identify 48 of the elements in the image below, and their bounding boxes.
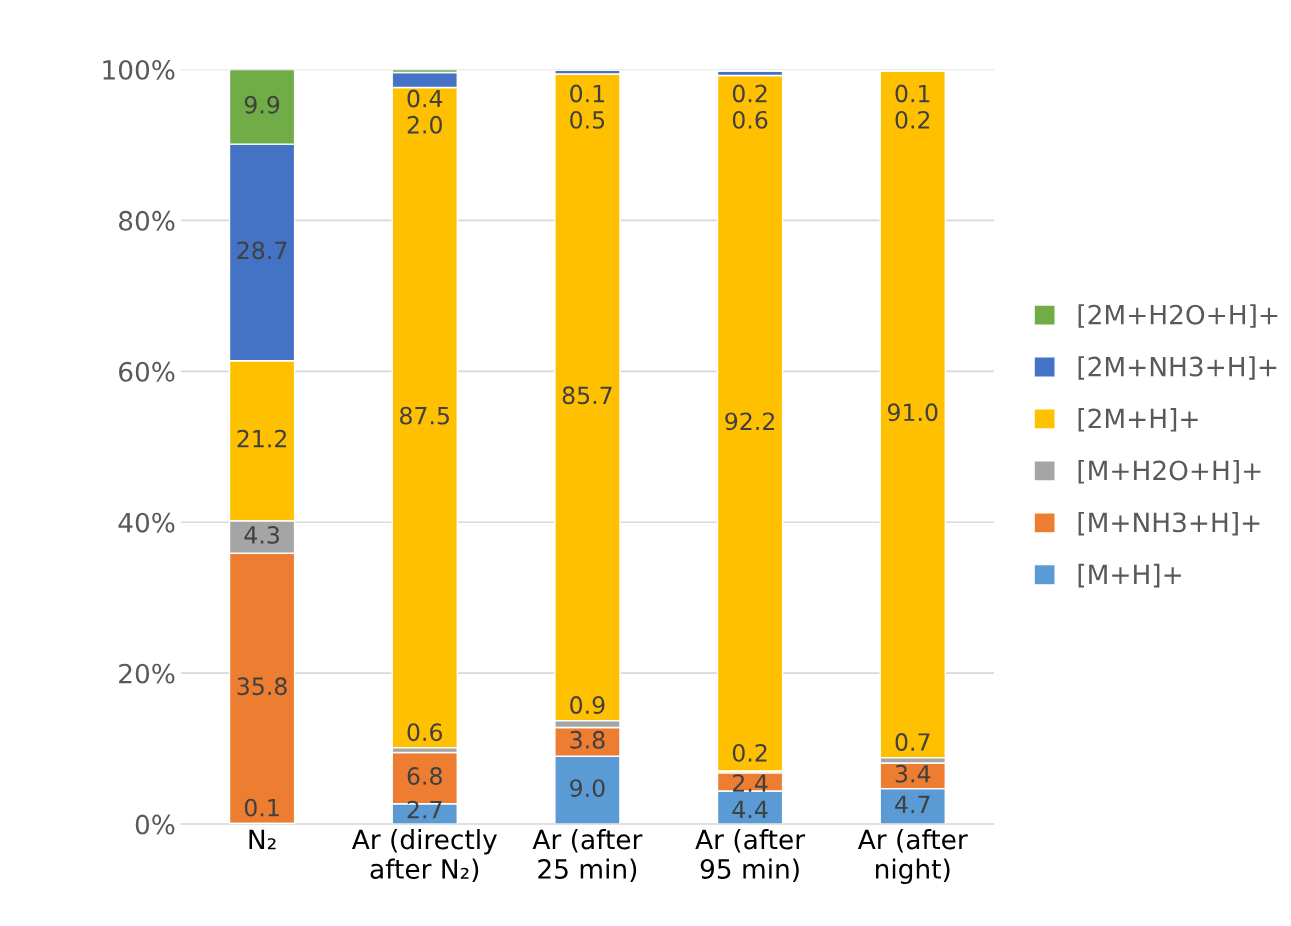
y-tick-label: 60% (119, 361, 175, 382)
data-label: 0.7 (895, 733, 930, 751)
data-label: 0.2 (732, 743, 767, 762)
legend-label: [2M+NH3+H]+ (1078, 356, 1277, 380)
legend-label: [M+H2O+H]+ (1078, 459, 1261, 484)
data-label: 92.2 (725, 412, 774, 431)
data-label: 87.5 (400, 406, 449, 425)
data-label: 0.9 (570, 696, 605, 714)
data-label: 2.0 (407, 115, 442, 134)
data-label: 0.4 (407, 89, 443, 108)
y-tick-label: 0% (135, 814, 175, 835)
y-tick-label: 80% (119, 210, 175, 231)
legend-label: [M+NH3+H]+ (1078, 511, 1260, 536)
data-label: 9.0 (570, 779, 605, 798)
data-label: 85.7 (562, 386, 612, 405)
data-label: 0.2 (895, 110, 930, 129)
y-tick-label: 20% (119, 663, 175, 684)
legend-label: [2M+H]+ (1078, 408, 1198, 432)
y-tick-label: 40% (118, 512, 175, 533)
bar (716, 74, 784, 773)
data-label: 0.1 (895, 84, 930, 103)
legend-label: [M+H]+ (1078, 563, 1181, 588)
data-label: 0.1 (244, 798, 279, 817)
data-label: 0.1 (570, 84, 604, 103)
y-tick-label: 100% (103, 59, 175, 80)
x-tick-label: Ar (after night) (857, 829, 968, 885)
data-label: 4.7 (895, 795, 930, 813)
legend-label: [2M+H2O+H]+ (1078, 304, 1278, 328)
data-label: 2.7 (407, 800, 442, 819)
data-label: 9.9 (244, 95, 280, 114)
data-label: 35.8 (237, 677, 287, 696)
data-label: 2.4 (733, 774, 768, 792)
data-label: 0.2 (732, 84, 767, 103)
data-label: 3.8 (570, 730, 605, 749)
data-label: 91.0 (887, 403, 938, 422)
data-label: 21.2 (237, 429, 286, 448)
data-label: 4.4 (732, 800, 768, 819)
x-tick-label: Ar (after 95 min) (695, 829, 806, 883)
x-tick-label: N₂ (249, 829, 276, 850)
data-label: 4.3 (244, 525, 279, 544)
x-tick-label: Ar (directly after N₂) (351, 829, 497, 883)
x-tick-label: Ar (after 25 min) (532, 829, 643, 883)
data-label: 0.6 (732, 110, 768, 129)
data-label: 28.7 (237, 241, 287, 260)
data-label: 6.8 (407, 767, 442, 785)
data-label: 3.4 (895, 764, 931, 783)
data-label: 0.6 (407, 723, 443, 742)
data-label: 0.5 (570, 110, 605, 129)
